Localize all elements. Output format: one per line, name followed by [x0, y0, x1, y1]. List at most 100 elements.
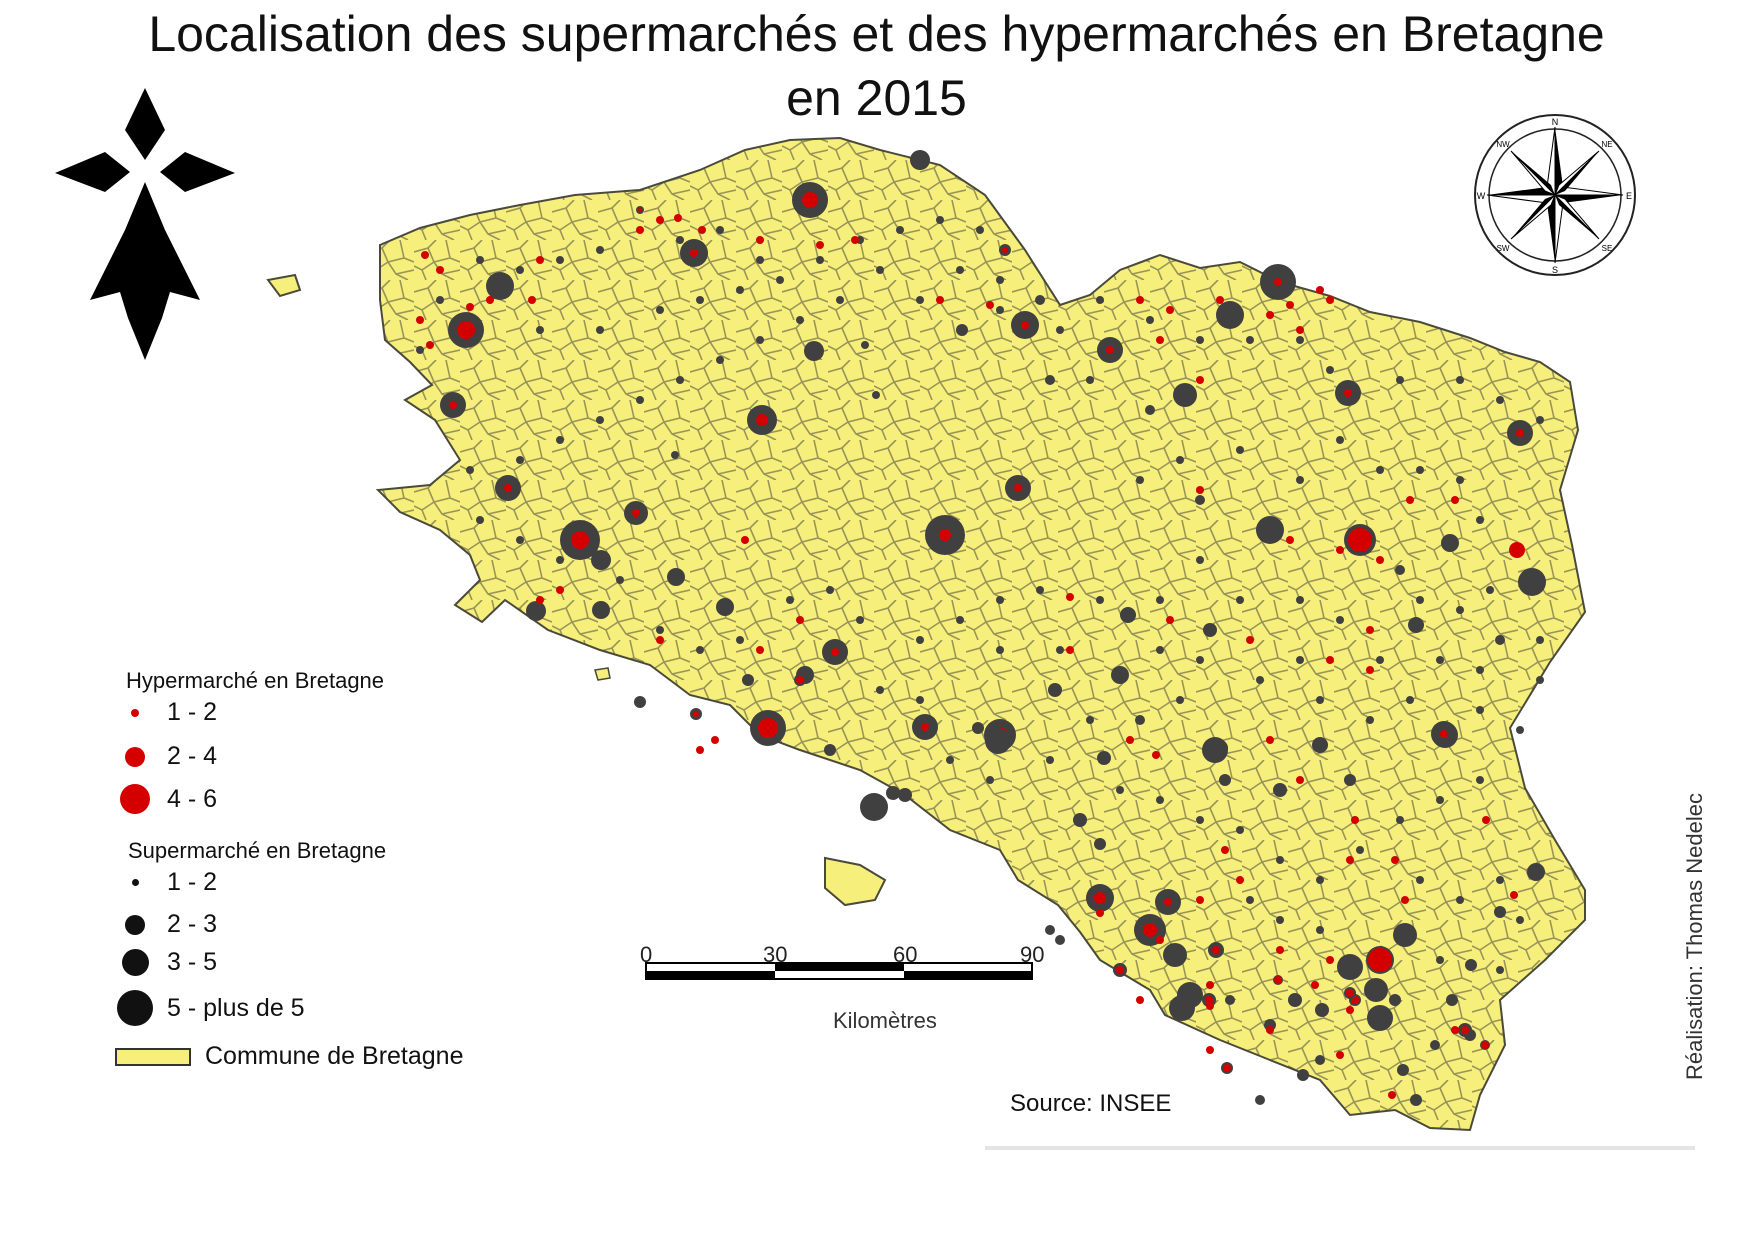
supermarche-marker [1456, 896, 1464, 904]
supermarche-marker [1216, 301, 1244, 329]
hypermarche-marker [1286, 301, 1294, 309]
supermarche-marker [1337, 954, 1363, 980]
supermarche-marker [1048, 683, 1062, 697]
supermarche-marker [1036, 586, 1044, 594]
supermarche-marker [1219, 774, 1231, 786]
supermarche-marker [742, 674, 754, 686]
legend-hyper-3-label: 4 - 6 [167, 784, 218, 813]
hypermarche-marker [1206, 1046, 1214, 1054]
supermarche-marker [556, 436, 564, 444]
compass-label-s: S [1552, 265, 1558, 275]
hypermarche-marker [1346, 1006, 1354, 1014]
footer-divider [985, 1146, 1695, 1150]
legend-super-3: 3 - 5 [115, 948, 217, 977]
hypermarche-marker [939, 529, 951, 541]
supermarche-marker [804, 341, 824, 361]
supermarche-marker [516, 266, 524, 274]
supermarche-marker [1516, 726, 1524, 734]
supermarche-marker [1315, 1003, 1329, 1017]
supermarche-marker [1336, 616, 1344, 624]
supermarche-marker [667, 568, 685, 586]
hypermarche-marker [921, 723, 929, 731]
map-title-line2: en 2015 [786, 70, 967, 126]
supermarche-marker [1236, 596, 1244, 604]
supermarche-marker [536, 326, 544, 334]
supermarche-marker [1476, 776, 1484, 784]
supermarche-marker [1045, 925, 1055, 935]
hypermarche-marker [457, 321, 475, 339]
supermarche-marker [1276, 856, 1284, 864]
supermarche-marker [1416, 466, 1424, 474]
supermarche-marker [1196, 656, 1204, 664]
supermarche-marker [1356, 846, 1364, 854]
hypermarche-marker [1326, 296, 1334, 304]
supermarche-marker [1316, 926, 1324, 934]
legend-hyper-1-dot [115, 708, 155, 717]
supermarche-marker [1456, 606, 1464, 614]
hypermarche-marker [1366, 666, 1374, 674]
hypermarche-marker [1266, 311, 1274, 319]
hypermarche-marker [1316, 286, 1324, 294]
supermarche-marker [1536, 676, 1544, 684]
supermarche-marker [1046, 756, 1054, 764]
legend-super-3-label: 3 - 5 [167, 948, 218, 976]
scale-tick-90: 90 [1020, 942, 1045, 967]
supermarche-marker [516, 456, 524, 464]
hypermarche-marker [1336, 546, 1344, 554]
legend-super-4-dot [115, 990, 155, 1026]
hypermarche-marker [416, 316, 424, 324]
supermarche-marker [1406, 696, 1414, 704]
hypermarche-marker [1296, 326, 1304, 334]
source-label: Source: INSEE [1010, 1090, 1172, 1117]
hypermarche-marker [1376, 556, 1384, 564]
supermarche-marker [1236, 826, 1244, 834]
hypermarche-marker [1344, 389, 1352, 397]
hypermarche-marker [831, 648, 839, 656]
supermarche-marker [1055, 935, 1065, 945]
legend-super-1: 1 - 2 [115, 868, 217, 897]
supermarche-marker [1494, 906, 1506, 918]
supermarche-marker [1086, 376, 1094, 384]
supermarche-marker [1096, 296, 1104, 304]
supermarche-marker [1255, 1095, 1265, 1105]
hypermarche-marker [1066, 646, 1074, 654]
supermarche-marker [996, 306, 1004, 314]
compass-label-nw: NW [1496, 140, 1510, 149]
supermarche-marker [1496, 396, 1504, 404]
supermarche-marker [1393, 923, 1417, 947]
supermarche-marker [1288, 993, 1302, 1007]
supermarche-marker [1236, 446, 1244, 454]
supermarche-marker [1145, 405, 1155, 415]
supermarche-marker [716, 226, 724, 234]
supermarche-marker [1396, 816, 1404, 824]
hypermarche-marker [1401, 896, 1409, 904]
supermarche-marker [656, 626, 664, 634]
supermarche-marker [1174, 1004, 1186, 1016]
hypermarche-marker [851, 236, 859, 244]
hypermarche-marker [528, 296, 536, 304]
supermarche-marker [1344, 774, 1356, 786]
hypermarche-marker [1481, 1041, 1489, 1049]
hypermarche-marker [632, 509, 640, 517]
hypermarche-marker [1266, 1026, 1274, 1034]
legend-super-2-dot [115, 914, 155, 935]
hypermarche-marker [656, 216, 664, 224]
hypermarche-marker [693, 711, 699, 717]
hypermarche-marker [1451, 496, 1459, 504]
supermarche-marker [716, 356, 724, 364]
supermarche-marker [1256, 516, 1284, 544]
supermarche-marker [986, 776, 994, 784]
hypermarche-marker [1509, 542, 1525, 558]
hypermarche-marker [1326, 956, 1334, 964]
supermarche-marker [1116, 786, 1124, 794]
legend-hyper-title: Hypermarché en Bretagne [126, 668, 385, 693]
hypermarche-marker [1246, 636, 1254, 644]
legend-super-1-dot [115, 879, 155, 886]
hypermarche-marker [1205, 996, 1213, 1004]
supermarche-marker [1176, 456, 1184, 464]
hypermarche-marker [1216, 296, 1224, 304]
supermarche-marker [1316, 876, 1324, 884]
supermarche-marker [1225, 995, 1235, 1005]
supermarche-marker [1476, 706, 1484, 714]
